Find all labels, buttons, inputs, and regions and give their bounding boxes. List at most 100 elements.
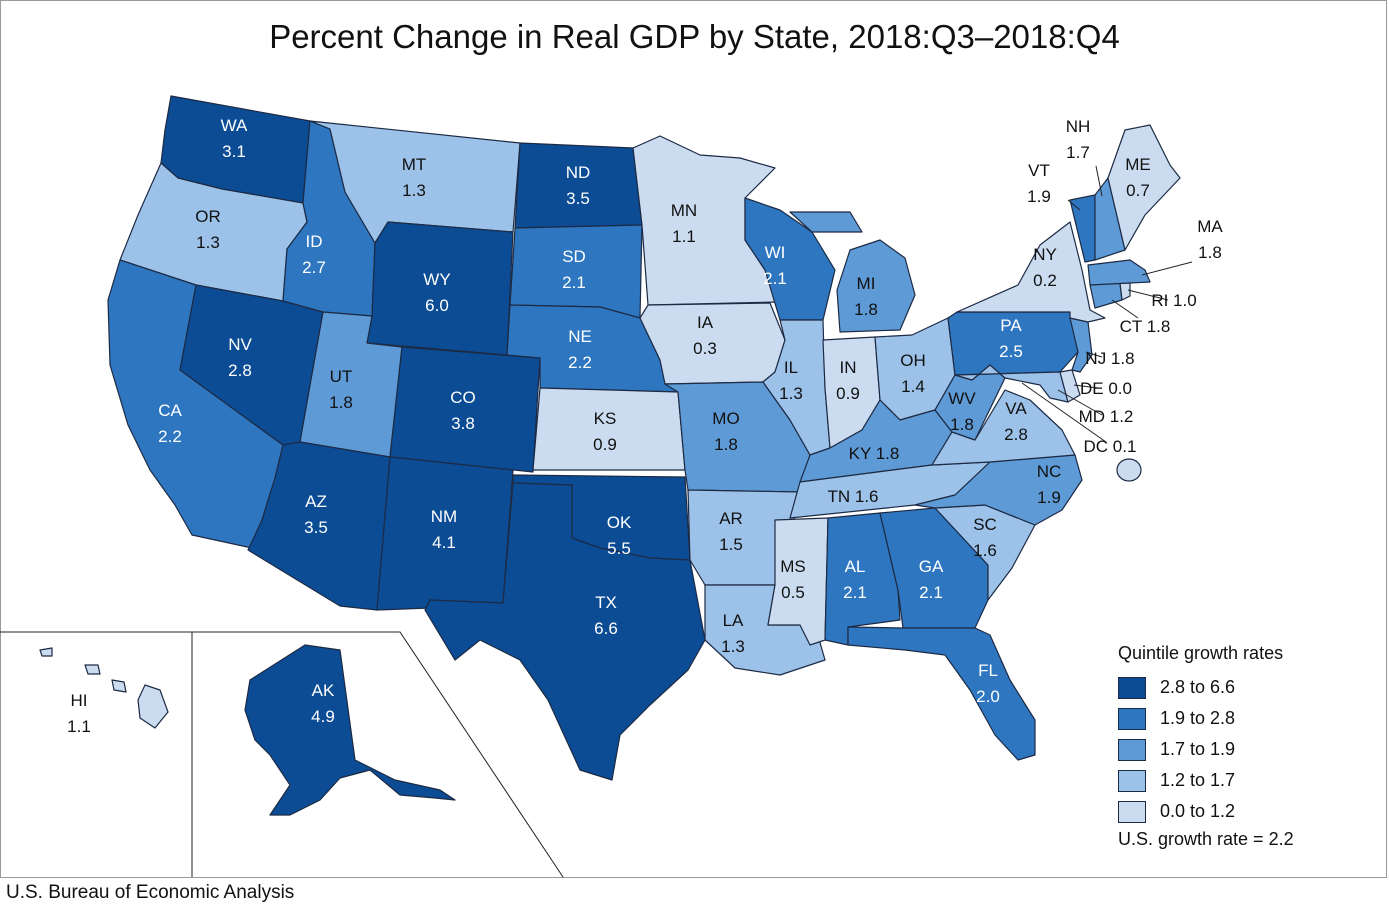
state-label-al: AL <box>845 557 866 576</box>
source-credit: U.S. Bureau of Economic Analysis <box>6 882 295 903</box>
state-label-ma: MA <box>1197 217 1223 236</box>
state-label-hi: 1.1 <box>67 717 91 736</box>
state-label-id: 2.7 <box>302 258 326 277</box>
state-NY <box>956 221 1106 323</box>
state-label-ar: 1.5 <box>719 535 743 554</box>
state-label-wy: 6.0 <box>425 296 449 315</box>
legend-item: 0.0 to 1.2 <box>1118 796 1378 827</box>
state-label-hi: HI <box>71 691 88 710</box>
state-label-ut: 1.8 <box>329 393 353 412</box>
state-label-ky: KY 1.8 <box>849 444 900 463</box>
state-label-il: IL <box>784 358 798 377</box>
state-label-de: DE 0.0 <box>1080 379 1132 398</box>
state-FL <box>847 626 1036 761</box>
leader-nh <box>1095 165 1103 197</box>
map-frame <box>0 0 1387 878</box>
state-label-va: VA <box>1005 399 1027 418</box>
state-label-ok: OK <box>607 513 632 532</box>
state-label-nv: NV <box>228 335 252 354</box>
state-label-ny: 0.2 <box>1033 271 1057 290</box>
legend-item: 1.2 to 1.7 <box>1118 765 1378 796</box>
state-label-in: IN <box>840 358 857 377</box>
state-label-wa: WA <box>221 116 248 135</box>
state-label-ia: 0.3 <box>693 339 717 358</box>
state-label-ak: 4.9 <box>311 707 335 726</box>
state-AK <box>244 644 456 816</box>
map-title: Percent Change in Real GDP by State, 201… <box>269 18 1120 55</box>
state-label-az: AZ <box>305 492 327 511</box>
legend-label: 1.2 to 1.7 <box>1160 770 1236 790</box>
state-label-ga: 2.1 <box>919 583 943 602</box>
state-label-nc: NC <box>1037 462 1062 481</box>
state-label-mt: 1.3 <box>402 181 426 200</box>
state-label-mi: MI <box>857 274 876 293</box>
leader-ct <box>1111 299 1139 319</box>
state-label-ca: 2.2 <box>158 427 182 446</box>
state-label-mo: MO <box>712 409 739 428</box>
state-TX <box>424 482 706 781</box>
state-label-tn: TN 1.6 <box>827 487 878 506</box>
state-label-me: 0.7 <box>1126 181 1150 200</box>
state-label-sd: SD <box>562 247 586 266</box>
state-label-wv: WV <box>948 389 976 408</box>
state-label-nd: 3.5 <box>566 189 590 208</box>
state-label-az: 3.5 <box>304 518 328 537</box>
state-label-md: MD 1.2 <box>1079 407 1134 426</box>
state-label-nv: 2.8 <box>228 361 252 380</box>
state-HI <box>39 647 169 729</box>
state-label-la: LA <box>723 611 744 630</box>
state-label-wa: 3.1 <box>222 142 246 161</box>
state-label-ct: CT 1.8 <box>1120 317 1171 336</box>
state-label-nh: 1.7 <box>1066 143 1090 162</box>
state-label-nm: 4.1 <box>432 533 456 552</box>
island-dot <box>1116 458 1142 482</box>
state-RI <box>1119 282 1131 301</box>
state-label-ms: MS <box>780 557 806 576</box>
state-label-ma: 1.8 <box>1198 243 1222 262</box>
state-label-mi: 1.8 <box>854 300 878 319</box>
state-label-fl: 2.0 <box>976 687 1000 706</box>
state-CO <box>389 346 541 473</box>
state-label-pa: 2.5 <box>999 342 1023 361</box>
state-label-vt: 1.9 <box>1027 187 1051 206</box>
state-label-me: ME <box>1125 155 1151 174</box>
legend-label: 1.9 to 2.8 <box>1160 708 1236 728</box>
leader-nj <box>1085 351 1103 358</box>
state-label-ms: 0.5 <box>781 583 805 602</box>
legend: Quintile growth rates 2.8 to 6.6 1.9 to … <box>1118 643 1378 850</box>
state-label-co: 3.8 <box>451 414 475 433</box>
state-label-va: 2.8 <box>1004 425 1028 444</box>
state-label-ut: UT <box>330 367 353 386</box>
legend-swatch <box>1118 769 1146 792</box>
state-label-or: 1.3 <box>196 233 220 252</box>
inset-border <box>0 631 564 878</box>
leader-ma <box>1141 261 1193 276</box>
state-label-tx: TX <box>595 593 617 612</box>
state-label-wy: WY <box>423 270 450 289</box>
leader-dc <box>1021 382 1107 443</box>
state-MA <box>1087 259 1151 286</box>
state-label-ny: NY <box>1033 245 1057 264</box>
state-label-nm: NM <box>431 507 457 526</box>
legend-swatch <box>1118 707 1146 730</box>
state-label-la: 1.3 <box>721 637 745 656</box>
state-VA <box>931 389 1076 466</box>
state-ME <box>1107 124 1181 251</box>
leader-md <box>1057 389 1103 416</box>
state-label-wi: WI <box>765 243 786 262</box>
state-label-vt: VT <box>1028 161 1050 180</box>
leader-de <box>1073 384 1099 389</box>
state-label-ca: CA <box>158 401 182 420</box>
leader-vt <box>1067 199 1081 211</box>
state-label-ia: IA <box>697 313 714 332</box>
legend-item: 1.9 to 2.8 <box>1118 703 1378 734</box>
state-label-mn: MN <box>671 201 697 220</box>
state-label-ar: AR <box>719 509 743 528</box>
leader-ri <box>1127 289 1169 301</box>
state-label-mt: MT <box>402 155 427 174</box>
state-label-dc: DC 0.1 <box>1084 437 1137 456</box>
state-label-ks: KS <box>594 409 617 428</box>
state-label-tx: 6.6 <box>594 619 618 638</box>
state-label-id: ID <box>306 232 323 251</box>
state-label-ne: NE <box>568 327 592 346</box>
